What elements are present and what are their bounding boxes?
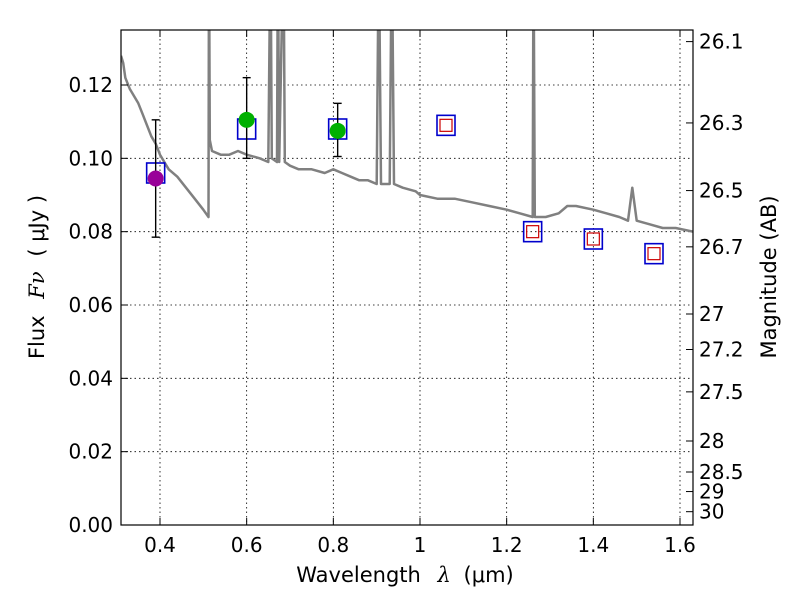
x-tick-label: 1	[414, 533, 427, 557]
x-tick-label: 1.2	[491, 533, 523, 557]
right-axis-title: Magnitude (AB)	[757, 195, 781, 358]
right-tick-label: 26.3	[699, 111, 744, 135]
y-axis-title-unit: ( μJy )	[25, 195, 49, 257]
y-tick-label: 0.02	[68, 440, 113, 464]
y-axis-title-symbol: Fν	[25, 271, 49, 300]
right-tick-label: 28	[699, 429, 724, 453]
y-tick-label: 0.10	[68, 146, 113, 170]
y-axis-title-main: Flux	[25, 315, 49, 359]
x-axis-title-unit: (μm)	[464, 563, 514, 587]
right-tick-label: 26.5	[699, 179, 744, 203]
plot-frame	[120, 29, 694, 526]
detection-point	[238, 111, 255, 128]
x-tick-label: 0.8	[317, 533, 349, 557]
right-tick-label: 26.7	[699, 235, 744, 259]
x-axis-title: Wavelength λ (μm)	[296, 563, 513, 587]
right-tick-label: 27.5	[699, 380, 744, 404]
model-spectrum-line	[121, 30, 693, 233]
right-tick-label: 26.1	[699, 30, 744, 54]
y-tick-label: 0.04	[68, 366, 113, 390]
nondetection-box	[439, 118, 453, 132]
model-photometry-box	[583, 228, 604, 250]
spectrum-layer	[121, 30, 693, 233]
right-tick-label: 30	[699, 500, 724, 524]
right-tick-label: 28.5	[699, 460, 744, 484]
x-tick-label: 1.6	[664, 533, 696, 557]
x-tick-label: 0.6	[231, 533, 263, 557]
right-tick-label: 29	[699, 480, 724, 504]
grid	[121, 30, 693, 526]
nondetection-box	[526, 225, 540, 239]
x-axis-title-main: Wavelength	[296, 563, 421, 587]
nondetection-box	[647, 247, 661, 261]
y-tick-label: 0.12	[68, 73, 113, 97]
axis-ticks: 0.4 0.6 0.8 1 1.2 1.4 1.6 0.00 0.02 0.04 0.06 0.08 0…	[68, 30, 743, 557]
photometry-layer	[145, 76, 664, 265]
x-tick-label: 0.4	[144, 533, 176, 557]
model-photometry-box	[522, 220, 543, 243]
model-photometry-box	[644, 242, 664, 265]
right-tick-label: 27.2	[699, 337, 744, 361]
nondetection-box	[586, 232, 600, 246]
x-axis-title-symbol: λ	[437, 563, 451, 587]
y-axis-title: Flux Fν ( μJy )	[25, 195, 49, 359]
detection-point	[329, 122, 346, 139]
y-tick-label: 0.06	[68, 293, 113, 317]
detection-point	[147, 170, 164, 187]
right-tick-label: 27	[699, 302, 724, 326]
model-photometry-box	[436, 114, 456, 137]
y-tick-label: 0.08	[68, 220, 113, 244]
x-tick-label: 1.4	[577, 533, 609, 557]
y-tick-label: 0.00	[68, 513, 113, 537]
